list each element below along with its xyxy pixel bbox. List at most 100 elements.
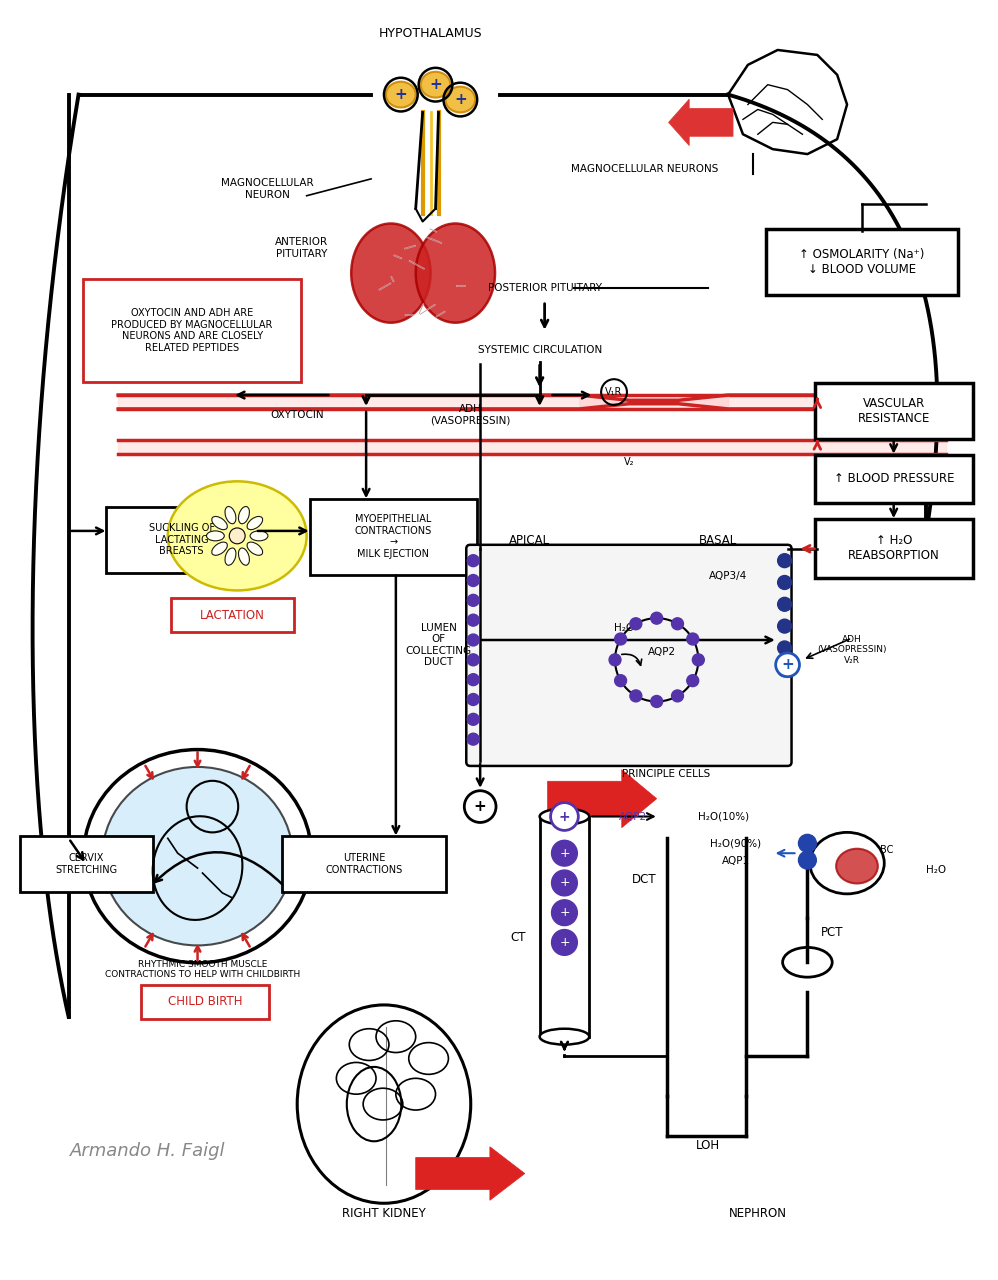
Circle shape (777, 554, 791, 567)
Circle shape (798, 851, 816, 869)
Text: +: + (559, 846, 570, 860)
Text: DCT: DCT (632, 873, 656, 887)
Text: +: + (559, 936, 570, 948)
Polygon shape (548, 769, 657, 828)
Text: +: + (454, 92, 467, 108)
Text: ↑ BLOOD PRESSURE: ↑ BLOOD PRESSURE (834, 472, 954, 485)
Circle shape (552, 870, 577, 896)
Circle shape (693, 654, 705, 666)
Text: HYPOTHALAMUS: HYPOTHALAMUS (379, 27, 482, 40)
Ellipse shape (212, 543, 228, 556)
FancyBboxPatch shape (815, 518, 973, 577)
Circle shape (672, 618, 684, 630)
Circle shape (609, 654, 621, 666)
Text: +: + (474, 799, 487, 814)
Text: CHILD BIRTH: CHILD BIRTH (168, 996, 243, 1009)
Ellipse shape (540, 1029, 589, 1044)
Text: RHYTHMIC SMOOTH MUSCLE
CONTRACTIONS TO HELP WITH CHILDBIRTH: RHYTHMIC SMOOTH MUSCLE CONTRACTIONS TO H… (105, 960, 300, 979)
Circle shape (467, 694, 479, 705)
FancyBboxPatch shape (84, 279, 300, 383)
FancyBboxPatch shape (815, 454, 973, 503)
Circle shape (467, 634, 479, 646)
Text: H₂O: H₂O (926, 865, 946, 876)
Text: APICAL: APICAL (509, 534, 550, 548)
Ellipse shape (445, 87, 475, 113)
Ellipse shape (239, 548, 250, 566)
Circle shape (552, 929, 577, 955)
Ellipse shape (416, 224, 495, 323)
Circle shape (687, 675, 699, 686)
Text: +: + (559, 809, 570, 823)
Circle shape (467, 614, 479, 626)
Ellipse shape (250, 531, 267, 541)
Ellipse shape (103, 767, 292, 946)
Circle shape (464, 791, 496, 823)
Circle shape (467, 594, 479, 607)
Circle shape (467, 575, 479, 586)
Text: MYOEPITHELIAL
CONTRACTIONS
→
MILK EJECTION: MYOEPITHELIAL CONTRACTIONS → MILK EJECTI… (354, 515, 432, 559)
Text: ↑ H₂O
REABSORPTION: ↑ H₂O REABSORPTION (848, 534, 940, 562)
Polygon shape (416, 1147, 525, 1201)
Ellipse shape (836, 849, 878, 883)
Ellipse shape (540, 809, 589, 824)
Ellipse shape (225, 548, 236, 566)
FancyBboxPatch shape (107, 507, 257, 572)
Circle shape (230, 527, 246, 544)
Text: ANTERIOR
PITUITARY: ANTERIOR PITUITARY (275, 238, 328, 259)
Circle shape (467, 673, 479, 686)
FancyBboxPatch shape (815, 383, 973, 439)
Ellipse shape (248, 543, 262, 556)
FancyBboxPatch shape (171, 598, 293, 632)
FancyBboxPatch shape (281, 836, 446, 892)
Text: CERVIX
STRETCHING: CERVIX STRETCHING (56, 854, 118, 876)
Text: H₂O: H₂O (614, 623, 634, 634)
Text: VASCULAR
RESISTANCE: VASCULAR RESISTANCE (858, 397, 930, 425)
FancyBboxPatch shape (141, 986, 268, 1019)
Text: ADH
(VASOPRESSIN): ADH (VASOPRESSIN) (430, 404, 510, 426)
Circle shape (651, 695, 663, 708)
Text: NEPHRON: NEPHRON (729, 1207, 786, 1220)
Circle shape (467, 554, 479, 567)
Circle shape (467, 713, 479, 726)
Text: H₂O(90%): H₂O(90%) (711, 838, 761, 849)
Text: BASAL: BASAL (699, 534, 738, 548)
Ellipse shape (168, 481, 306, 590)
Text: PRINCIPLE CELLS: PRINCIPLE CELLS (623, 769, 711, 778)
Text: BC: BC (880, 845, 893, 855)
Text: PCT: PCT (821, 925, 843, 940)
Circle shape (551, 803, 578, 831)
Text: MAGNOCELLULAR NEURONS: MAGNOCELLULAR NEURONS (572, 164, 719, 174)
Circle shape (672, 690, 684, 701)
Text: OXYTOCIN AND ADH ARE
PRODUCED BY MAGNOCELLULAR
NEURONS AND ARE CLOSELY
RELATED P: OXYTOCIN AND ADH ARE PRODUCED BY MAGNOCE… (112, 308, 272, 353)
Text: UTERINE
CONTRACTIONS: UTERINE CONTRACTIONS (325, 854, 403, 876)
Text: CT: CT (510, 931, 526, 943)
Circle shape (687, 634, 699, 645)
Circle shape (552, 900, 577, 925)
Text: ADH
(VASOPRESSIN)
V₂R: ADH (VASOPRESSIN) V₂R (817, 635, 887, 664)
Circle shape (552, 840, 577, 867)
FancyBboxPatch shape (466, 545, 791, 765)
Circle shape (467, 733, 479, 745)
Ellipse shape (212, 516, 228, 530)
Circle shape (615, 634, 627, 645)
Text: +: + (781, 658, 794, 672)
Text: AQP3/4: AQP3/4 (709, 571, 748, 581)
Ellipse shape (207, 531, 225, 541)
Text: RIGHT KIDNEY: RIGHT KIDNEY (342, 1207, 426, 1220)
Text: SYSTEMIC CIRCULATION: SYSTEMIC CIRCULATION (477, 346, 602, 356)
Polygon shape (669, 99, 733, 146)
Ellipse shape (421, 72, 450, 97)
Circle shape (798, 835, 816, 852)
Text: OXYTOCIN: OXYTOCIN (269, 410, 323, 420)
Text: ↑ OSMOLARITY (Na⁺)
↓ BLOOD VOLUME: ↑ OSMOLARITY (Na⁺) ↓ BLOOD VOLUME (799, 248, 924, 276)
Circle shape (777, 641, 791, 655)
Text: MAGNOCELLULAR
NEURON: MAGNOCELLULAR NEURON (221, 178, 313, 200)
FancyBboxPatch shape (20, 836, 153, 892)
Text: LACTATION: LACTATION (200, 609, 264, 622)
Ellipse shape (351, 224, 430, 323)
Text: AQP2: AQP2 (648, 646, 676, 657)
Ellipse shape (248, 516, 262, 530)
Text: LUMEN
OF
COLLECTING
DUCT: LUMEN OF COLLECTING DUCT (405, 622, 472, 667)
Circle shape (777, 620, 791, 634)
Text: Armando H. Faigl: Armando H. Faigl (70, 1142, 226, 1160)
